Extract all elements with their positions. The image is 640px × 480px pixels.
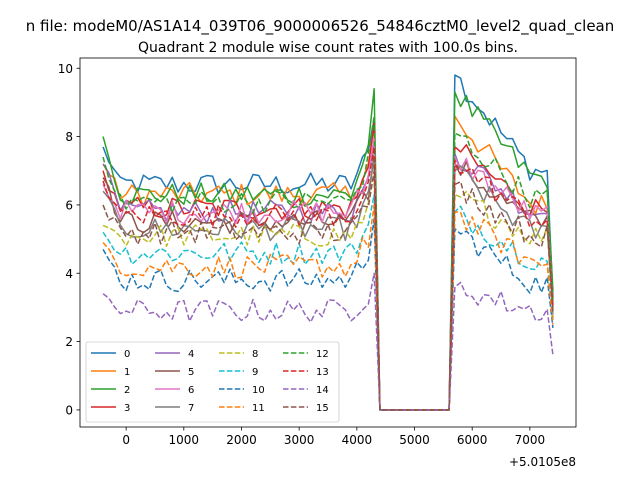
x-tick-label: 4000 — [342, 433, 373, 447]
series-line-7 — [102, 159, 554, 411]
legend-label-13: 13 — [316, 367, 329, 378]
legend-label-2: 2 — [124, 385, 130, 396]
legend-frame — [85, 341, 340, 423]
series-line-10 — [102, 217, 554, 411]
series-line-8 — [102, 173, 554, 411]
x-tick-label: 2000 — [226, 433, 257, 447]
series-line-6 — [102, 135, 554, 411]
x-offset-label: +5.0105e8 — [509, 455, 576, 469]
series-line-9 — [102, 193, 554, 411]
y-tick-label: 8 — [65, 130, 73, 144]
series-line-12 — [102, 115, 554, 411]
legend-label-12: 12 — [316, 349, 329, 360]
y-tick-label: 4 — [65, 267, 73, 281]
legend-label-9: 9 — [252, 367, 258, 378]
y-tick-label: 2 — [65, 335, 73, 349]
legend-label-15: 15 — [316, 403, 329, 414]
x-tick-label: 0 — [122, 433, 130, 447]
chart-title: Quadrant 2 module wise count rates with … — [138, 40, 518, 56]
series-line-0 — [102, 74, 554, 411]
x-tick-label: 1000 — [169, 433, 200, 447]
series-group — [102, 74, 554, 411]
series-line-13 — [102, 146, 554, 411]
y-tick-label: 6 — [65, 198, 73, 212]
legend-label-4: 4 — [188, 349, 194, 360]
legend-label-14: 14 — [316, 385, 329, 396]
series-line-15 — [102, 170, 554, 411]
x-tick-label: 6000 — [457, 433, 488, 447]
y-tick-label: 10 — [58, 62, 73, 76]
x-tick-label: 5000 — [399, 433, 430, 447]
legend-label-0: 0 — [124, 349, 130, 360]
legend-label-5: 5 — [188, 367, 194, 378]
x-tick-label: 7000 — [515, 433, 546, 447]
series-line-14 — [102, 272, 554, 411]
legend-label-11: 11 — [252, 403, 265, 414]
legend-label-7: 7 — [188, 403, 194, 414]
axes-frame — [79, 57, 577, 428]
y-tick-label: 0 — [65, 403, 73, 417]
series-line-11 — [102, 204, 554, 411]
legend-label-1: 1 — [124, 367, 130, 378]
figure-suptitle: n file: modeM0/AS1A14_039T06_9000006526_… — [26, 17, 615, 36]
legend-label-10: 10 — [252, 385, 265, 396]
x-tick-label: 3000 — [284, 433, 315, 447]
legend-label-3: 3 — [124, 403, 130, 414]
legend-label-8: 8 — [252, 349, 258, 360]
legend-label-6: 6 — [188, 385, 194, 396]
